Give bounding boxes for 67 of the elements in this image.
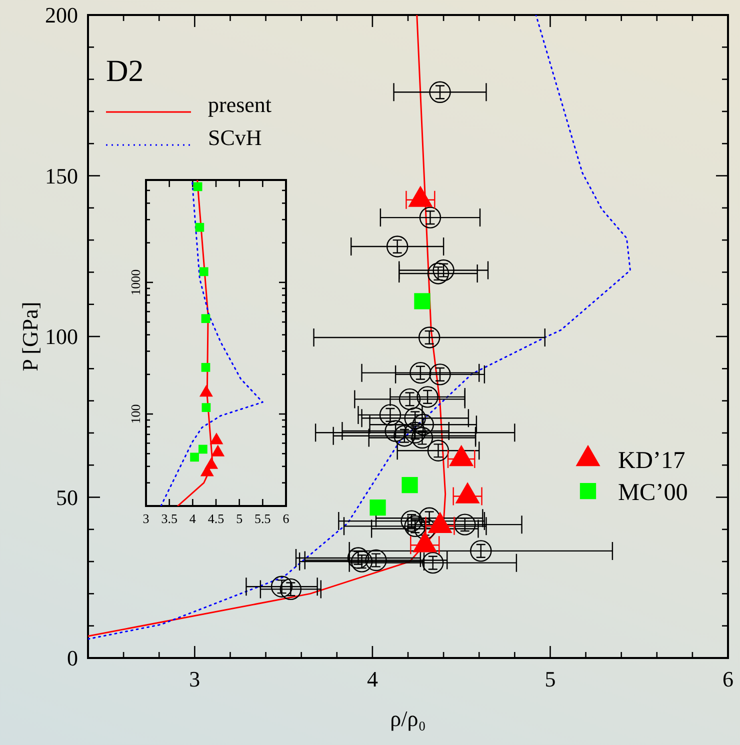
x-tick-label: 5 (544, 666, 556, 692)
point (470, 540, 492, 562)
x-tick-label: 3 (189, 666, 200, 692)
point (195, 222, 204, 232)
point (398, 388, 421, 410)
y-tick-label: 50 (56, 484, 78, 510)
point (404, 422, 426, 444)
point (429, 364, 451, 386)
x-tick-label: 5 (236, 510, 243, 526)
x-tick-label: 3.5 (161, 510, 178, 526)
point (432, 259, 454, 282)
x-tick-label: 6 (722, 666, 734, 692)
point (427, 440, 450, 462)
point (210, 432, 224, 444)
y-axis-title: P [GPa] (17, 302, 42, 372)
point (384, 420, 406, 442)
legend-label: MC’00 (618, 479, 688, 506)
point (193, 182, 202, 192)
point (379, 404, 402, 426)
y-tick-label: 0 (67, 646, 78, 671)
y-tick-label: 100 (128, 404, 144, 424)
y-tick-label: 150 (45, 163, 78, 188)
point (414, 293, 430, 310)
point (350, 550, 373, 572)
annotation: D2 (106, 54, 144, 88)
point (411, 426, 434, 449)
point (400, 510, 422, 532)
point (416, 386, 438, 408)
x-tick-label: 6 (282, 510, 290, 526)
point (201, 362, 210, 372)
legend-label: KD’17 (618, 447, 686, 474)
point (429, 81, 451, 103)
point (418, 326, 440, 348)
point (386, 236, 408, 258)
point (270, 576, 293, 598)
point (404, 407, 426, 429)
y-tick-label: 1000 (128, 269, 144, 296)
x-tick-label: 4 (189, 510, 196, 526)
point (454, 514, 476, 536)
point (365, 549, 387, 572)
y-tick-label: 200 (45, 2, 78, 28)
x-tick-label: 4 (366, 666, 378, 692)
point (402, 476, 418, 494)
legend-label: present (208, 92, 272, 117)
point (347, 547, 370, 569)
point (404, 515, 426, 538)
x-tick-label: 4.5 (208, 510, 224, 526)
point (410, 362, 432, 384)
point (394, 425, 416, 447)
point (199, 267, 208, 276)
point (427, 262, 450, 284)
point (280, 578, 302, 600)
line-series (160, 180, 264, 506)
point (199, 384, 213, 397)
point (370, 499, 386, 516)
x-tick-label: 5.5 (254, 510, 271, 526)
x-axis-title: ρ/ρ₀ (390, 706, 426, 732)
point (201, 314, 210, 324)
point (200, 464, 214, 476)
point (419, 206, 442, 228)
point (412, 414, 434, 436)
point (202, 403, 211, 412)
point (211, 444, 225, 456)
point (422, 552, 444, 574)
x-tick-label: 3 (142, 510, 150, 526)
legend-label: SCvH (208, 125, 262, 150)
y-tick-label: 100 (45, 324, 78, 350)
